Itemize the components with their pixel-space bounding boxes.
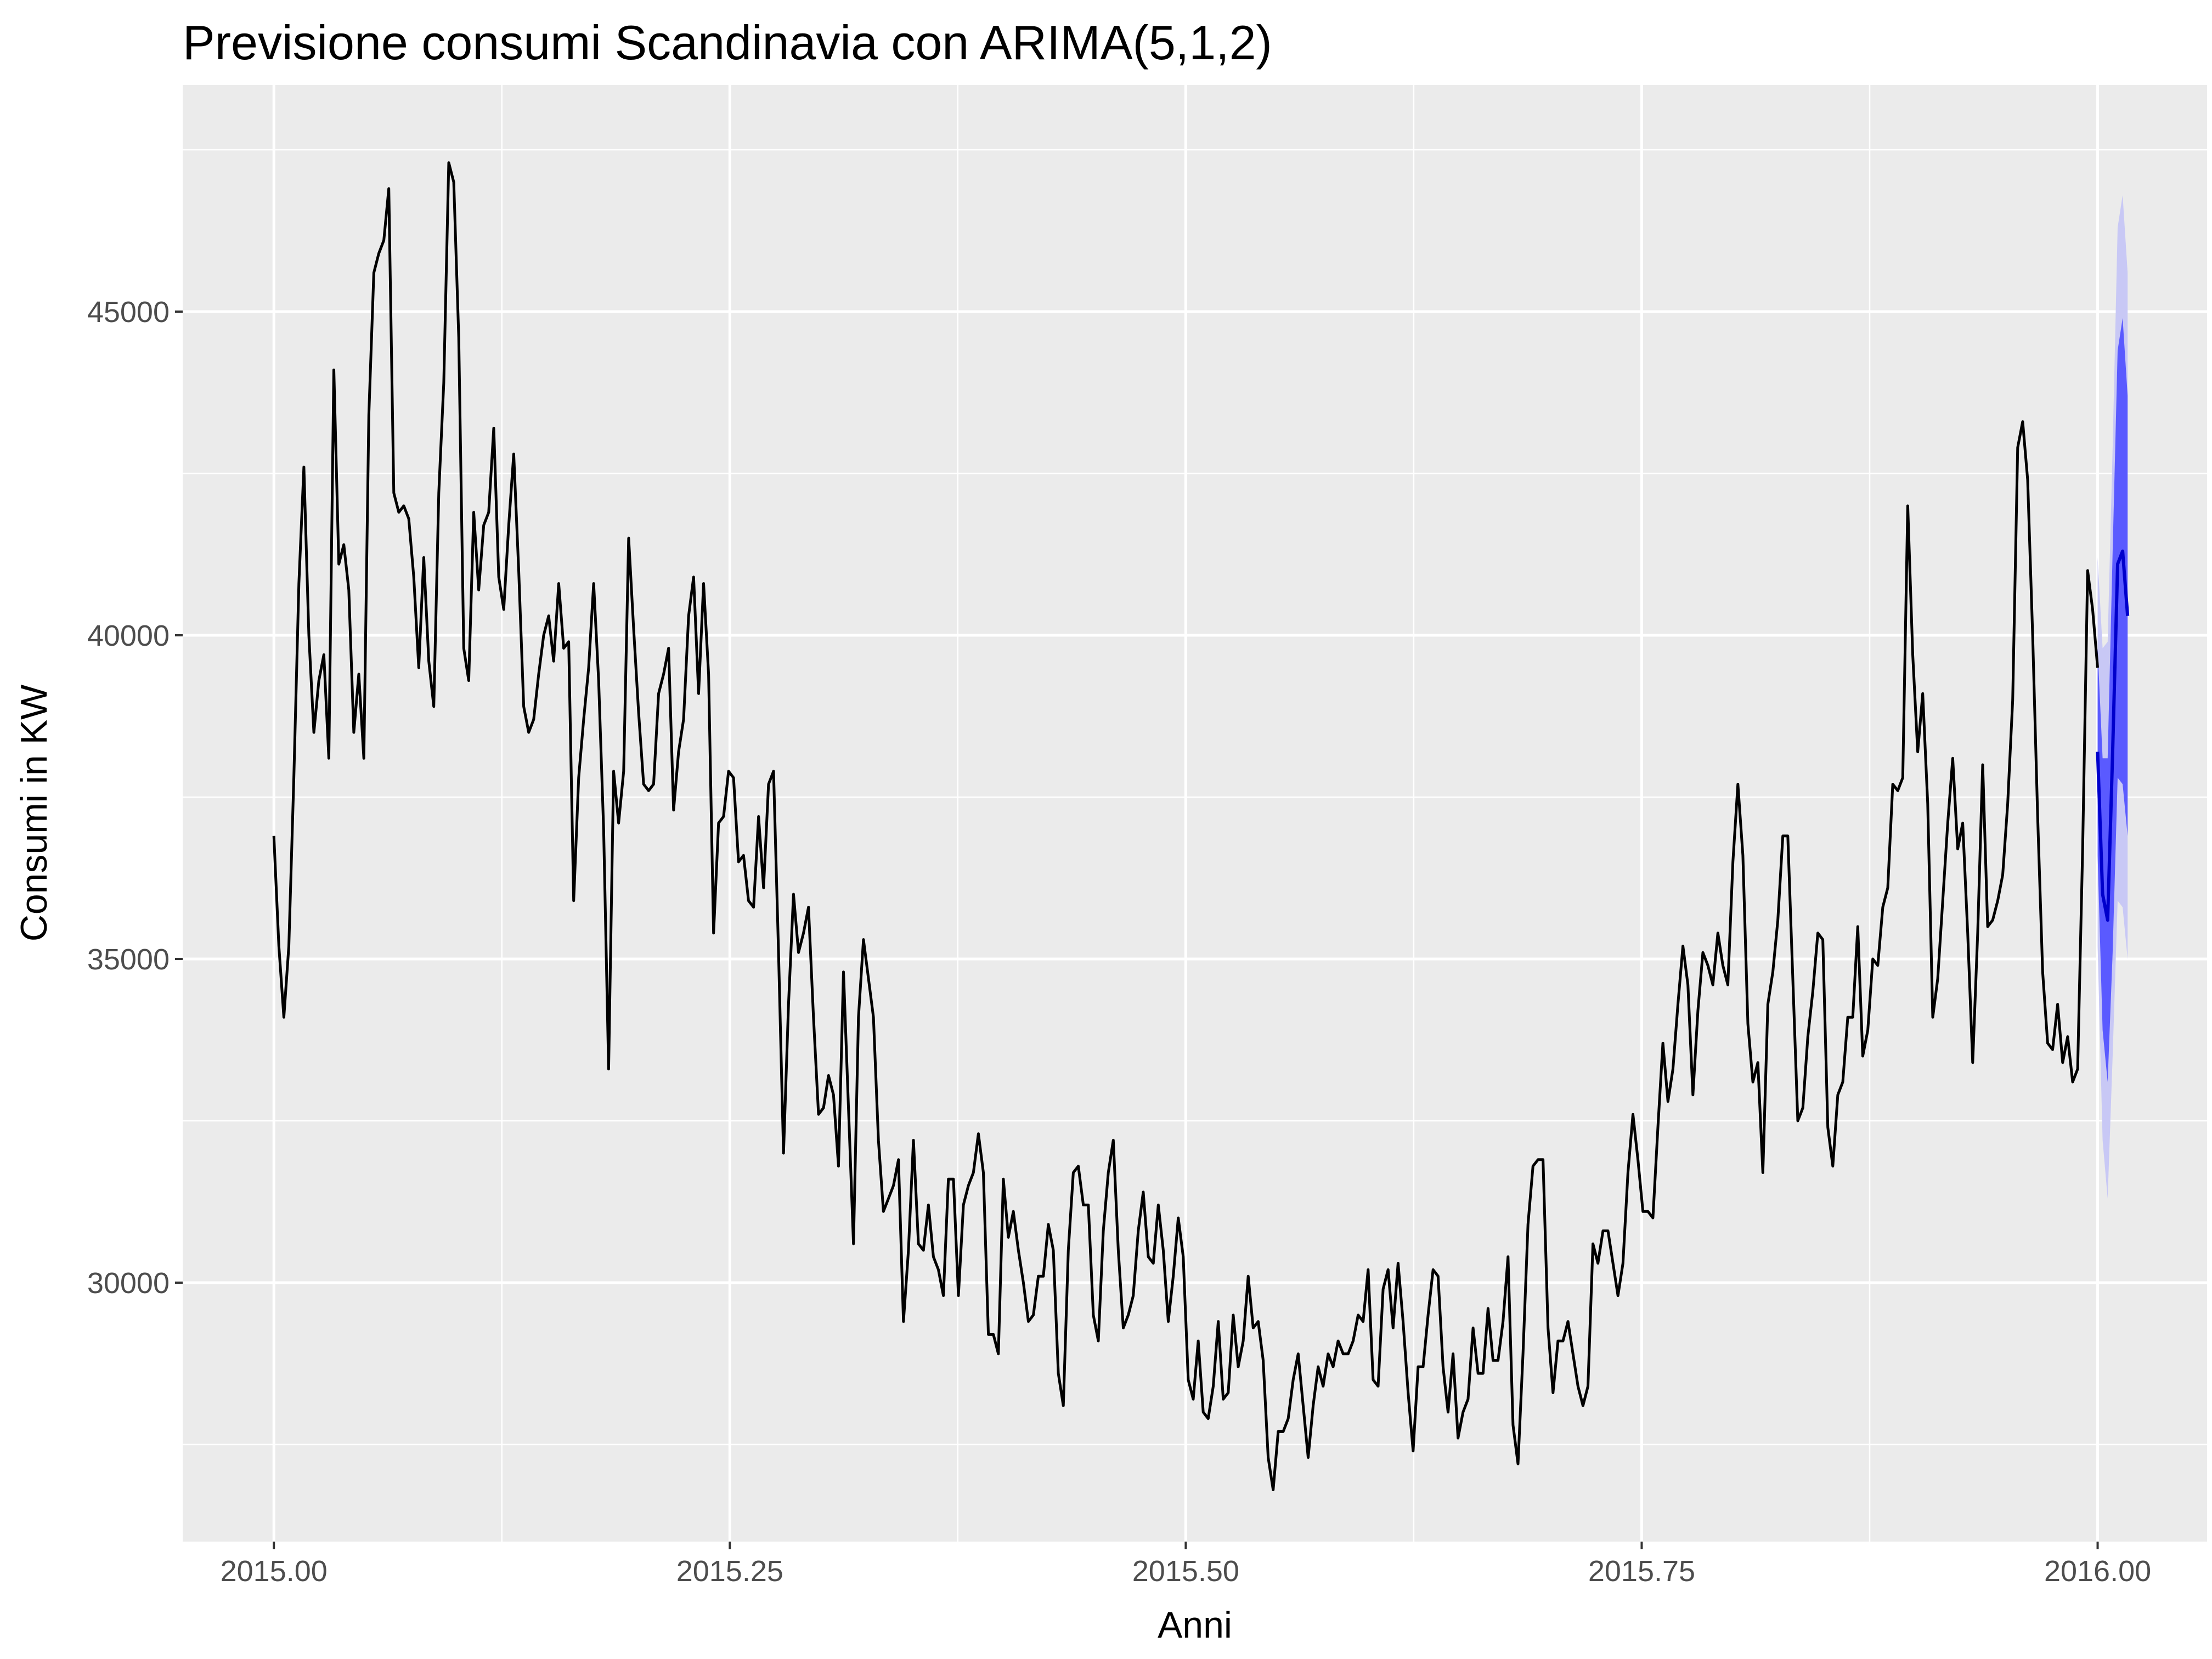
- y-tick-label: 45000: [87, 296, 170, 329]
- x-tick-label: 2015.75: [1588, 1555, 1695, 1588]
- y-axis-ticks: 30000 35000 40000 45000: [87, 296, 183, 1300]
- x-tick-label: 2015.00: [221, 1555, 328, 1588]
- x-tick-label: 2015.25: [676, 1555, 783, 1588]
- x-axis-title: Anni: [1158, 1604, 1232, 1646]
- x-axis-ticks: 2015.00 2015.25 2015.50 2015.75 2016.00: [221, 1542, 2151, 1588]
- y-axis-title: Consumi in KW: [13, 685, 55, 942]
- x-tick-label: 2016.00: [2044, 1555, 2151, 1588]
- minor-gridlines: [183, 85, 2207, 1542]
- y-tick-label: 30000: [87, 1267, 170, 1300]
- y-tick-label: 40000: [87, 619, 170, 652]
- forecast-series-line: [2096, 549, 2130, 922]
- observed-series-line: [272, 161, 2099, 1492]
- x-tick-label: 2015.50: [1132, 1555, 1239, 1588]
- plot-background: [183, 85, 2207, 1542]
- chart-title: Previsione consumi Scandinavia con ARIMA…: [183, 15, 1272, 70]
- y-tick-label: 35000: [87, 943, 170, 976]
- series-lines: [272, 161, 2130, 1492]
